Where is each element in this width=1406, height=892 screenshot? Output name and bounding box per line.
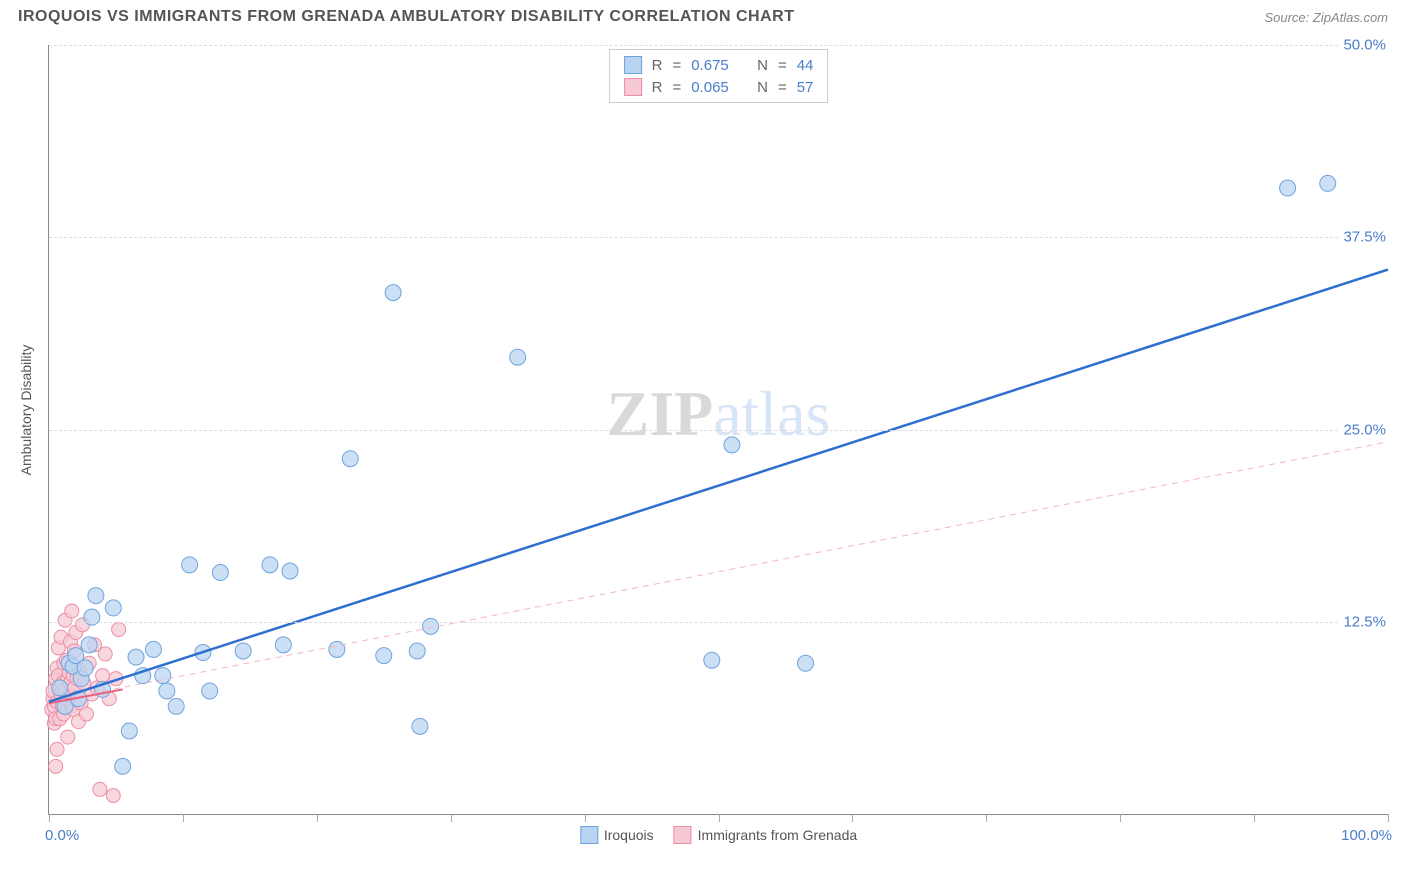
data-point bbox=[168, 698, 184, 714]
data-point bbox=[376, 648, 392, 664]
x-tick bbox=[986, 814, 987, 822]
data-point bbox=[282, 563, 298, 579]
x-tick bbox=[183, 814, 184, 822]
data-point bbox=[61, 730, 75, 744]
grid-line bbox=[49, 237, 1388, 238]
data-point bbox=[385, 285, 401, 301]
y-tick-label: 12.5% bbox=[1339, 613, 1390, 630]
grid-line bbox=[49, 45, 1388, 46]
x-tick bbox=[1388, 814, 1389, 822]
data-point bbox=[50, 742, 64, 756]
legend-label-0: Iroquois bbox=[604, 827, 654, 843]
data-point bbox=[510, 349, 526, 365]
plot-area: ZIPatlas R = 0.675 N = 44 R = 0.065 N = … bbox=[48, 45, 1388, 815]
x-tick bbox=[719, 814, 720, 822]
data-point bbox=[52, 680, 68, 696]
data-point bbox=[235, 643, 251, 659]
data-point bbox=[159, 683, 175, 699]
x-tick bbox=[451, 814, 452, 822]
data-point bbox=[342, 451, 358, 467]
data-point bbox=[1280, 180, 1296, 196]
data-point bbox=[262, 557, 278, 573]
data-point bbox=[275, 637, 291, 653]
data-point bbox=[128, 649, 144, 665]
x-tick bbox=[317, 814, 318, 822]
title-bar: IROQUOIS VS IMMIGRANTS FROM GRENADA AMBU… bbox=[0, 0, 1406, 30]
x-tick bbox=[585, 814, 586, 822]
data-point bbox=[423, 618, 439, 634]
source-label: Source: ZipAtlas.com bbox=[1264, 10, 1388, 25]
data-point bbox=[798, 655, 814, 671]
grid-line bbox=[49, 622, 1388, 623]
chart-title: IROQUOIS VS IMMIGRANTS FROM GRENADA AMBU… bbox=[18, 8, 794, 26]
data-point bbox=[81, 637, 97, 653]
legend-item-0: Iroquois bbox=[580, 826, 654, 844]
data-point bbox=[115, 758, 131, 774]
legend-label-1: Immigrants from Grenada bbox=[698, 827, 858, 843]
x-tick bbox=[49, 814, 50, 822]
regression-line bbox=[49, 270, 1388, 702]
legend-swatch-0 bbox=[580, 826, 598, 844]
legend-swatch-1 bbox=[674, 826, 692, 844]
data-point bbox=[724, 437, 740, 453]
data-point bbox=[182, 557, 198, 573]
y-tick-label: 25.0% bbox=[1339, 421, 1390, 438]
x-tick bbox=[1120, 814, 1121, 822]
bottom-legend: Iroquois Immigrants from Grenada bbox=[580, 826, 857, 844]
data-point bbox=[79, 707, 93, 721]
data-point bbox=[88, 588, 104, 604]
data-point bbox=[65, 604, 79, 618]
x-max-label: 100.0% bbox=[1341, 827, 1392, 844]
data-point bbox=[105, 600, 121, 616]
data-point bbox=[704, 652, 720, 668]
data-point bbox=[212, 565, 228, 581]
data-point bbox=[96, 669, 110, 683]
y-axis-title: Ambulatory Disability bbox=[18, 345, 34, 476]
x-tick bbox=[1254, 814, 1255, 822]
data-point bbox=[121, 723, 137, 739]
data-point bbox=[409, 643, 425, 659]
data-point bbox=[77, 660, 93, 676]
data-point bbox=[106, 789, 120, 803]
grid-line bbox=[49, 430, 1388, 431]
data-point bbox=[329, 641, 345, 657]
y-tick-label: 37.5% bbox=[1339, 229, 1390, 246]
data-point bbox=[49, 759, 63, 773]
y-tick-label: 50.0% bbox=[1339, 37, 1390, 54]
data-point bbox=[93, 782, 107, 796]
data-point bbox=[1320, 175, 1336, 191]
x-min-label: 0.0% bbox=[45, 827, 79, 844]
data-point bbox=[112, 622, 126, 636]
data-point bbox=[202, 683, 218, 699]
data-point bbox=[145, 641, 161, 657]
legend-item-1: Immigrants from Grenada bbox=[674, 826, 858, 844]
x-tick bbox=[852, 814, 853, 822]
data-point bbox=[98, 647, 112, 661]
data-point bbox=[412, 718, 428, 734]
